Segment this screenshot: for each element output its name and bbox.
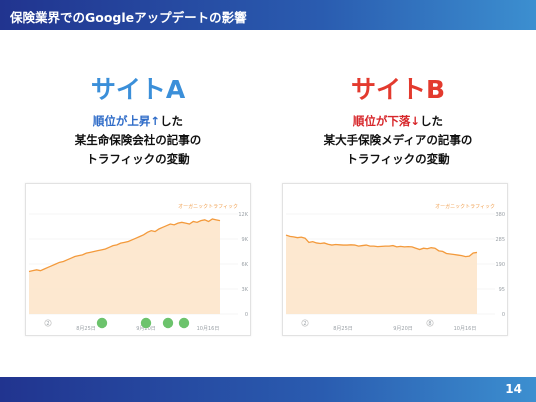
- site-a-caption-line3: トラフィックの変動: [86, 152, 190, 166]
- site-a-annotation-marker: [44, 319, 52, 327]
- footer-bar: 14: [0, 377, 536, 402]
- site-b-caption-accent: 順位が下落↓: [352, 114, 421, 128]
- site-b-y-tick-label: 0: [502, 312, 505, 318]
- site-b-y-tick-label: 95: [499, 287, 505, 293]
- site-b-annotation-marker: [426, 319, 434, 327]
- site-b-annotation-label: 8: [428, 321, 431, 327]
- site-a-y-tick-label: 12K: [238, 212, 248, 218]
- site-a-title: サイトA: [90, 75, 186, 104]
- site-b-y-tick-label: 285: [495, 237, 505, 243]
- site-a-legend: オーガニックトラフィック: [178, 203, 238, 210]
- site-a-event-marker: [140, 317, 152, 329]
- site-a-series-line: [28, 218, 221, 273]
- site-b-legend: オーガニックトラフィック: [435, 203, 495, 210]
- site-b-y-tick-label: 190: [495, 262, 505, 268]
- site-b-area: [286, 235, 477, 314]
- site-a-y-tick-label: 0: [245, 312, 248, 318]
- site-b-traffic-chart: 380 285 190 95 0 オーガニックトラフィック 8月25日 9月20日 10月16日…: [282, 183, 508, 336]
- page-number: 14: [505, 382, 522, 396]
- site-a-x-tick-label: 9月20日: [136, 326, 156, 332]
- site-a-y-tick-label: 9K: [242, 237, 249, 243]
- site-a-event-marker: [178, 317, 190, 329]
- site-a-area: [29, 219, 220, 314]
- site-a-caption-line1: 順位が上昇↑した: [18, 112, 258, 131]
- site-a-traffic-chart: 12K 9K 6K 3K 0 オーガニックトラフィック 8月25日 9月20日 10月16日 2: [25, 183, 251, 336]
- site-b-caption-line3: トラフィックの変動: [346, 152, 450, 166]
- site-a-caption-accent: 順位が上昇↑: [92, 114, 161, 128]
- site-a-caption-line2: 某生命保険会社の記事の: [74, 133, 202, 147]
- site-b-caption: 順位が下落↓した 某大手保険メディアの記事の トラフィックの変動: [278, 112, 518, 169]
- site-b-chart-svg: 380 285 190 95 0 オーガニックトラフィック 8月25日 9月20日 10月16日…: [285, 203, 505, 332]
- site-b-caption-line1: 順位が下落↓した: [278, 112, 518, 131]
- header-bar: 保険業界でのGoogleアップデートの影響: [0, 0, 536, 30]
- site-b-series-line: [285, 234, 478, 258]
- site-b-caption-line2: 某大手保険メディアの記事の: [323, 133, 473, 147]
- site-b-y-tick-label: 380: [495, 212, 505, 218]
- site-b-title: サイトB: [350, 75, 446, 104]
- site-b-annotation-label: 2: [303, 321, 306, 327]
- site-a-y-tick-label: 3K: [242, 287, 249, 293]
- site-a-caption-rest: した: [160, 114, 184, 128]
- site-a-event-marker: [96, 317, 108, 329]
- site-a-chart-svg: 12K 9K 6K 3K 0 オーガニックトラフィック 8月25日 9月20日 10月16日 2: [28, 203, 249, 332]
- site-b-x-tick-label: 8月25日: [333, 326, 353, 332]
- page-title: 保険業界でのGoogleアップデートの影響: [10, 10, 247, 25]
- site-a-event-marker: [162, 317, 174, 329]
- site-a-y-tick-label: 6K: [242, 262, 249, 268]
- site-b-annotation-marker: [301, 319, 309, 327]
- site-b-x-tick-label: 10月16日: [454, 326, 477, 332]
- site-a-x-tick-label: 10月16日: [197, 326, 220, 332]
- site-b-x-tick-label: 9月20日: [393, 326, 413, 332]
- site-a-x-tick-label: 8月25日: [76, 326, 96, 332]
- site-b-caption-rest: した: [420, 114, 444, 128]
- site-a-caption: 順位が上昇↑した 某生命保険会社の記事の トラフィックの変動: [18, 112, 258, 169]
- site-a-annotation-label: 2: [46, 321, 49, 327]
